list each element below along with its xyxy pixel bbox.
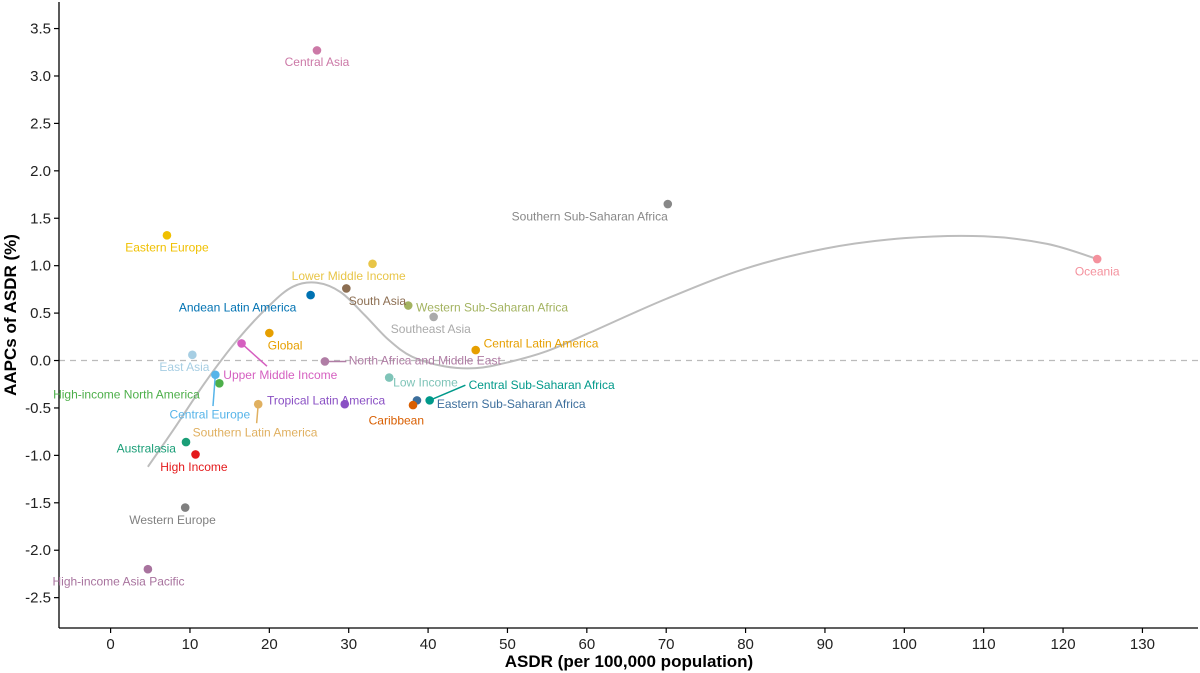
data-point: [143, 564, 153, 574]
point-label: Southern Latin America: [193, 426, 318, 440]
data-point: [663, 199, 673, 209]
point-label: Western Sub-Saharan Africa: [416, 300, 568, 314]
point-label: Eastern Sub-Saharan Africa: [437, 397, 586, 411]
loess-trend-line: [147, 234, 1098, 468]
point-label: Western Europe: [129, 513, 216, 527]
data-point: [429, 312, 438, 322]
smooth-curve: [147, 234, 1098, 468]
data-point: [180, 503, 190, 512]
data-point: [384, 373, 394, 382]
point-label: Lower Middle Income: [292, 269, 406, 283]
point-label: High-income Asia Pacific: [52, 575, 184, 589]
x-tick-label: 120: [1051, 636, 1076, 653]
x-tick-label: 100: [892, 636, 917, 653]
x-tick-label: 80: [737, 636, 754, 653]
point-label: Upper Middle Income: [223, 368, 337, 382]
y-tick-label: 1.0: [30, 258, 51, 275]
label-leader-line: [212, 374, 217, 407]
point-label: Global: [268, 338, 303, 352]
data-point: [191, 450, 200, 459]
point-label: Central Europe: [169, 408, 250, 422]
data-point: [408, 400, 418, 410]
y-tick-label: -1.5: [25, 495, 51, 512]
point-label: Southern Sub-Saharan Africa: [512, 209, 668, 223]
x-tick-label: 20: [261, 636, 278, 653]
point-label: Central Sub-Saharan Africa: [469, 378, 615, 392]
point-label: Oceania: [1075, 264, 1120, 278]
data-point: [162, 231, 172, 240]
point-label: Caribbean: [369, 413, 424, 427]
axes: [54, 2, 1198, 633]
point-label: East Asia: [159, 360, 209, 374]
y-tick-label: -0.5: [25, 400, 51, 417]
label-leader-line: [255, 404, 259, 424]
data-point: [312, 46, 322, 55]
y-tick-label: 2.0: [30, 163, 51, 180]
y-tick-label: 3.5: [30, 21, 51, 38]
x-tick-label: 50: [499, 636, 516, 653]
x-tick-label: 30: [340, 636, 357, 653]
point-label: South Asia: [349, 294, 407, 308]
x-axis-title: ASDR (per 100,000 population): [505, 652, 753, 671]
x-tick-label: 40: [420, 636, 437, 653]
x-tick-label: 110: [972, 636, 996, 653]
data-point: [188, 350, 197, 360]
y-tick-label: 0.0: [30, 353, 51, 370]
x-tick-label: 60: [578, 636, 595, 653]
point-labels: Central Asia Southern Sub-Saharan Africa E…: [52, 55, 1119, 589]
point-label: Andean Latin America: [179, 300, 297, 314]
data-point: [1092, 254, 1102, 264]
x-tick-label: 130: [1130, 636, 1155, 653]
y-tick-label: -2.0: [25, 542, 51, 559]
data-point: [368, 259, 377, 269]
x-tick-label: 70: [658, 636, 675, 653]
point-label: Central Asia: [285, 55, 350, 69]
tick-labels: 0 10 20 30 40 50 60 70 80 90 100 110 120 130 3.5 3.0 2.5…: [25, 21, 1155, 653]
y-tick-label: 0.5: [30, 305, 51, 322]
y-tick-label: -2.5: [25, 590, 51, 607]
data-point: [342, 284, 351, 293]
data-point: [403, 301, 413, 310]
point-label: North Africa and Middle East: [349, 354, 502, 368]
point-label: High Income: [160, 460, 228, 474]
y-tick-label: 3.0: [30, 68, 51, 85]
data-point: [215, 378, 224, 388]
x-tick-label: 10: [182, 636, 199, 653]
y-tick-label: 1.5: [30, 210, 51, 227]
data-point: [340, 399, 350, 409]
data-point: [306, 290, 315, 300]
point-label: Low Income: [393, 375, 458, 389]
data-point: [471, 345, 481, 355]
point-label: Southeast Asia: [391, 322, 471, 336]
point-label: Tropical Latin America: [267, 393, 386, 407]
x-tick-label: 0: [106, 636, 114, 653]
data-point: [265, 328, 274, 338]
point-label: High-income North America: [53, 388, 200, 402]
x-tick-label: 90: [817, 636, 834, 653]
y-axis-title: AAPCs of ASDR (%): [1, 234, 20, 396]
y-tick-label: 2.5: [30, 115, 51, 132]
point-label: Eastern Europe: [125, 241, 209, 255]
label-leader-line: [429, 384, 466, 402]
data-point: [181, 437, 191, 447]
label-leader-line: [241, 342, 268, 367]
point-label: Australasia: [117, 442, 177, 456]
y-tick-label: -1.0: [25, 447, 51, 464]
point-label: Central Latin America: [484, 336, 599, 350]
